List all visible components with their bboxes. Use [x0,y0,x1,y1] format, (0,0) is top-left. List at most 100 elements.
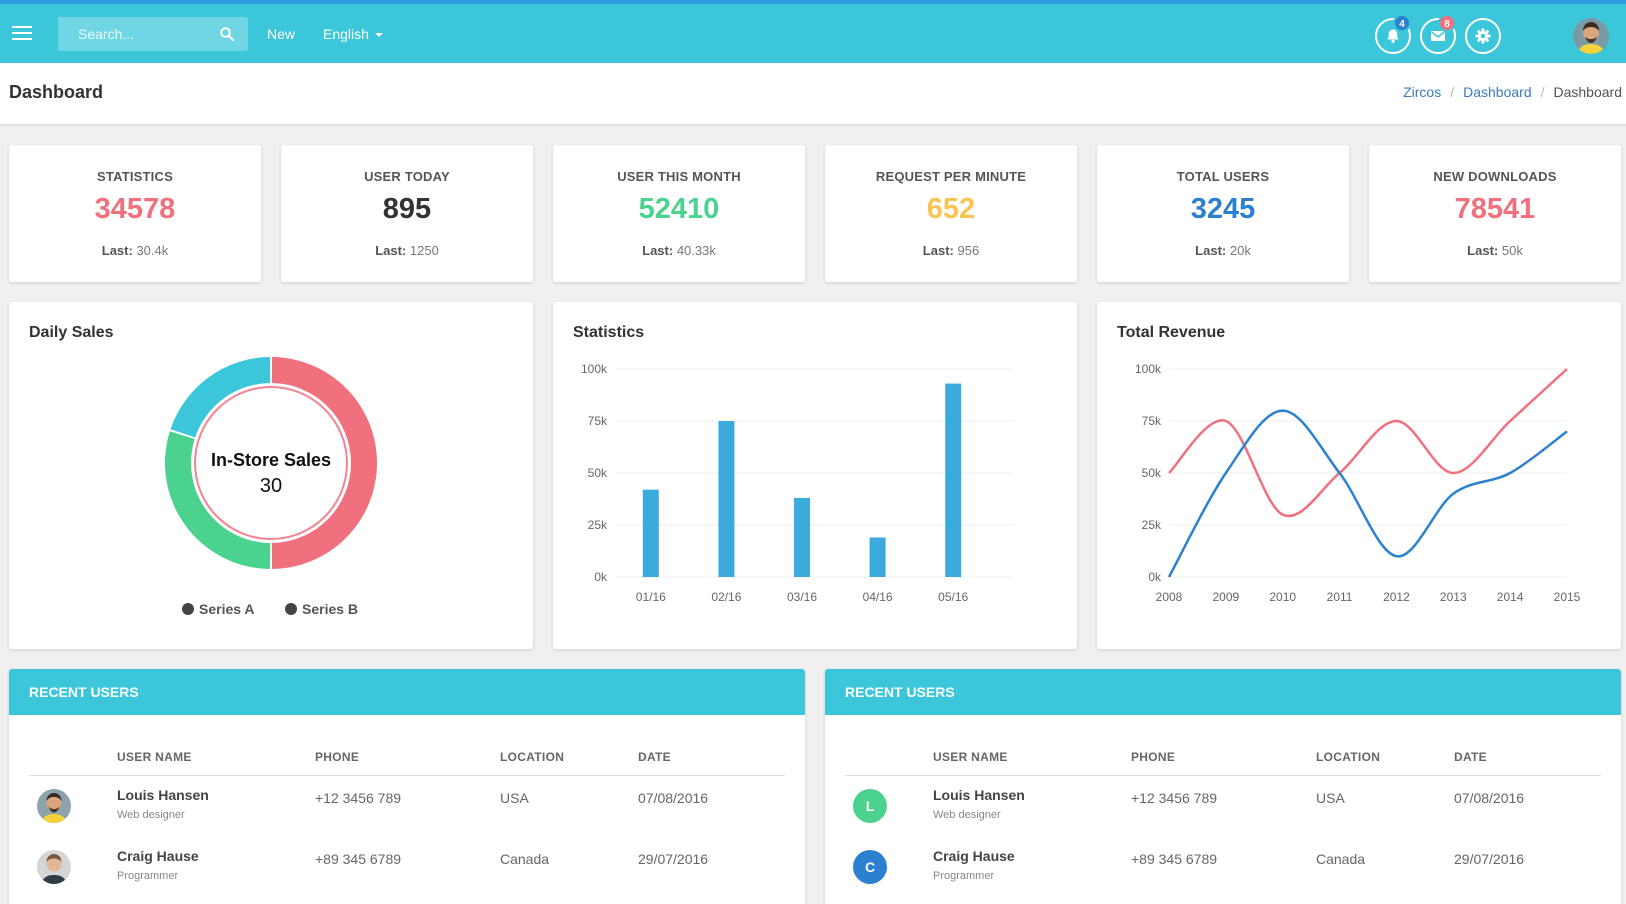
column-header-date: DATE [1454,750,1487,764]
gear-icon [1475,28,1491,44]
stat-value: 652 [926,193,976,225]
user-location: Canada [1316,851,1366,867]
stat-last-label: Last: [922,243,954,258]
search-input[interactable] [58,17,208,51]
messages-button[interactable]: 8 [1420,14,1456,54]
user-name: Craig Hause [117,848,199,864]
stat-last-value: 40.33k [676,243,716,258]
avatar [37,850,71,884]
legend-series-a[interactable]: Series A [199,601,255,617]
stat-last-label: Last: [642,243,674,258]
y-tick-label: 25k [1142,518,1162,532]
x-tick-label: 05/16 [938,590,968,604]
y-tick-label: 50k [588,466,608,480]
donut-slice-2[interactable] [271,357,377,569]
donut-center-label: In-Store Sales [211,450,331,470]
column-header-phone: PHONE [315,750,360,764]
y-tick-label: 75k [588,414,608,428]
bar-05-16[interactable] [945,383,962,577]
breadcrumb-link-dashboard[interactable]: Dashboard [1463,84,1532,100]
donut-slice-1[interactable] [170,357,271,438]
envelope-icon [1431,31,1445,41]
bar-03-16[interactable] [794,497,810,577]
messages-badge: 8 [1438,14,1456,32]
stat-last-label: Last: [101,243,133,258]
stat-last-value: 1250 [409,243,439,258]
search-box [58,17,248,51]
statistics-panel: Statistics 0k 25k 50k 75k 100k 01/16 02/16 03/1… [553,302,1077,649]
panel-title: Daily Sales [29,324,114,341]
panel-title: Statistics [573,324,645,341]
profile-photo-icon [37,789,71,823]
stat-value: 34578 [94,193,176,225]
menu-icon[interactable] [12,26,32,40]
bar-01-16[interactable] [642,489,659,577]
stat-last: Last: 40.33k [553,243,805,258]
language-dropdown[interactable]: English [323,26,383,42]
notifications-button[interactable]: 4 [1375,14,1411,54]
x-tick-label: 2013 [1440,590,1467,604]
search-icon[interactable] [220,27,234,41]
y-tick-label: 0k [1148,570,1162,584]
bar-04-16[interactable] [869,537,886,577]
donut-inner-ring [194,386,348,540]
x-tick-label: 03/16 [787,590,817,604]
x-tick-label: 2015 [1554,590,1581,604]
donut-slice-0[interactable] [164,431,271,569]
y-tick-label: 50k [1142,466,1162,480]
stat-label: STATISTICS [97,169,173,184]
bar-02-16[interactable] [718,421,735,577]
new-link[interactable]: New [267,26,296,42]
top-navbar: New English 4 8 [0,0,1626,63]
user-phone: +12 3456 789 [1131,790,1218,806]
column-header-user-name: USER NAME [933,750,1008,764]
breadcrumb: Zircos / Dashboard / Dashboard [1403,84,1622,100]
column-header-location: LOCATION [1316,750,1381,764]
x-tick-label: 02/16 [711,590,741,604]
stat-last: Last: 1250 [281,243,533,258]
user-name: Louis Hansen [933,787,1025,803]
y-tick-label: 100k [581,362,608,376]
column-header-date: DATE [638,750,671,764]
stat-label: REQUEST PER MINUTE [875,169,1027,184]
bell-icon [1387,29,1399,43]
user-date: 29/07/2016 [1454,851,1525,867]
line-series-0[interactable] [1168,368,1568,518]
column-header-user-name: USER NAME [117,750,192,764]
x-tick-label: 2012 [1383,590,1410,604]
daily-sales-panel: Daily Sales In-Store Sales 30 Series A S… [9,302,533,649]
stat-value: 52410 [638,193,720,225]
x-tick-label: 04/16 [863,590,893,604]
breadcrumb-link-zircos[interactable]: Zircos [1403,84,1442,100]
user-date: 07/08/2016 [638,790,709,806]
recent-users-header: RECENT USERS [9,669,805,715]
stat-card-statistics: STATISTICS 34578 Last: 30.4k [9,145,261,282]
y-tick-label: 0k [594,570,608,584]
total-revenue-panel: Total Revenue 0k 25k 50k 75k 100k 2008 2009 201… [1097,302,1621,649]
stat-last: Last: 30.4k [9,243,261,258]
user-date: 29/07/2016 [638,851,709,867]
user-name: Louis Hansen [117,787,209,803]
user-avatar[interactable] [1573,18,1609,54]
avatar-letter: C [853,850,887,884]
x-tick-label: 2009 [1213,590,1240,604]
stat-last: Last: 956 [825,243,1077,258]
panel-title: RECENT USERS [845,684,955,700]
donut-chart: In-Store Sales 30 Series A Series B [164,357,377,617]
user-phone: +12 3456 789 [315,790,402,806]
x-tick-label: 2014 [1497,590,1524,604]
panel-title: Total Revenue [1117,324,1226,341]
stat-last-value: 956 [957,243,980,258]
line-series-1[interactable] [1167,409,1568,578]
user-role: Programmer [933,870,995,882]
recent-users-header: RECENT USERS [825,669,1621,715]
breadcrumb-current: Dashboard [1553,84,1623,100]
avatar [37,789,71,823]
stat-value: 78541 [1454,193,1536,225]
stat-last: Last: 50k [1369,243,1621,258]
user-name: Craig Hause [933,848,1015,864]
stat-last-value: 50k [1501,243,1523,258]
legend-series-b[interactable]: Series B [302,601,358,617]
legend-marker [182,603,194,615]
settings-button[interactable] [1465,18,1501,54]
